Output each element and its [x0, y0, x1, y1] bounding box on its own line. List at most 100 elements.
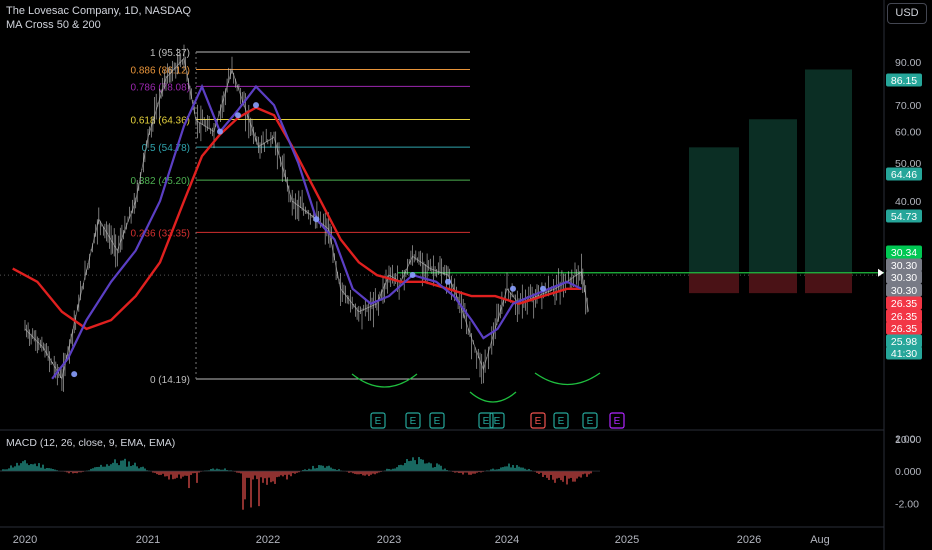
- price-label-bg: [886, 245, 922, 259]
- x-tick-label: 2024: [495, 534, 519, 546]
- target-box-1: [689, 147, 739, 273]
- x-tick-label: 2022: [256, 534, 280, 546]
- price-label-bg: [886, 346, 922, 360]
- macd-y-tick-label: -2.00: [895, 499, 919, 511]
- x-tick-label: Aug: [810, 534, 830, 546]
- earnings-marker[interactable]: E: [429, 412, 445, 429]
- y-tick-label: 10.00: [895, 434, 921, 446]
- earnings-marker-box: [609, 412, 625, 429]
- earnings-marker-box: [530, 412, 546, 429]
- fib-level-label-1: 1 (95.37): [150, 48, 190, 59]
- ma-cross-marker: [71, 371, 78, 378]
- stop-box-1: [689, 272, 739, 294]
- price-label: 25.98: [891, 336, 917, 348]
- resistance-arrow: [878, 268, 884, 277]
- price-label-bg: [886, 258, 922, 272]
- y-tick-label: 50.00: [895, 158, 921, 170]
- rounding-bottoms: [351, 372, 601, 403]
- fib-level-label-0.236: 0.236 (33.35): [131, 228, 191, 239]
- x-tick-label: 2021: [136, 534, 160, 546]
- earnings-marker-letter: E: [434, 416, 441, 427]
- fib-retracement: 1 (95.37) 0.886 (86.12) 0.786 (78.08) 0.618…: [131, 48, 470, 386]
- y-tick-label: 60.00: [895, 127, 921, 139]
- x-tick-label: 2023: [377, 534, 401, 546]
- fib-level-label-0: 0 (14.19): [150, 375, 190, 386]
- earnings-marker[interactable]: E: [489, 412, 505, 429]
- price-label: 26.35: [891, 323, 917, 335]
- earnings-marker-letter: E: [614, 416, 621, 427]
- price-label-bg: [886, 283, 922, 297]
- macd-y-tick-label: 0.000: [895, 466, 921, 478]
- x-tick-label: 2025: [615, 534, 639, 546]
- earnings-marker-letter: E: [558, 416, 565, 427]
- earnings-marker-box: [582, 412, 598, 429]
- ma-cross-marker: [445, 278, 451, 285]
- earnings-marker[interactable]: E: [582, 412, 598, 429]
- price-label: 54.73: [891, 211, 917, 223]
- earnings-marker[interactable]: E: [405, 412, 421, 429]
- earnings-marker[interactable]: E: [609, 412, 625, 429]
- symbol-title[interactable]: The Lovesac Company, 1D, NASDAQ: [6, 5, 192, 17]
- price-line: [24, 57, 589, 380]
- price-label: 26.35: [891, 311, 917, 323]
- price-label-bg: [886, 296, 922, 310]
- earnings-marker-box: [553, 412, 569, 429]
- macd-y-tick-label: 2.00: [895, 434, 916, 446]
- x-tick-label: 2020: [13, 534, 37, 546]
- resistance-line: [398, 268, 884, 277]
- x-tick-label: 2026: [737, 534, 761, 546]
- earnings-marker-box: [489, 412, 505, 429]
- rounding-bottom-arc: [351, 373, 418, 388]
- price-label: 30.30: [891, 260, 917, 272]
- ma50-line: [51, 83, 582, 380]
- indicator-name[interactable]: MA Cross 50 & 200: [6, 19, 101, 31]
- price-labels: 86.1564.4654.7330.3430.3030.3030.3026.35…: [886, 73, 922, 360]
- earnings-marker[interactable]: E: [530, 412, 546, 429]
- rounding-bottom-arc: [534, 372, 601, 386]
- earnings-marker-letter: E: [375, 416, 382, 427]
- price-label: 30.34: [891, 247, 917, 259]
- ma-cross-marker: [510, 285, 516, 292]
- earnings-marker-letter: E: [535, 416, 542, 427]
- earnings-marker-letter: E: [410, 416, 417, 427]
- earnings-marker-box: [429, 412, 445, 429]
- macd-pane: MACD (12, 26, close, 9, EMA, EMA): [0, 437, 600, 510]
- earnings-marker[interactable]: E: [478, 412, 494, 429]
- fib-level-label-0.886: 0.886 (86.12): [131, 66, 191, 77]
- earnings-marker-letter: E: [483, 416, 490, 427]
- earnings-marker-box: [478, 412, 494, 429]
- stop-box-2: [749, 272, 797, 294]
- fib-level-label-0.618: 0.618 (64.36): [131, 116, 191, 127]
- target-boxes: [689, 69, 852, 294]
- ma-cross-marker: [313, 216, 320, 223]
- price-series: [24, 44, 589, 392]
- price-label-bg: [886, 309, 922, 323]
- price-label-bg: [886, 209, 922, 223]
- price-label-bg: [886, 73, 922, 87]
- price-label: 64.46: [891, 169, 917, 181]
- earnings-marker-box: [370, 412, 386, 429]
- price-label-bg: [886, 321, 922, 335]
- price-label: 41:30: [891, 348, 917, 360]
- earnings-marker-letter: E: [494, 416, 501, 427]
- price-label: 86.15: [891, 75, 917, 87]
- price-label-bg: [886, 270, 922, 284]
- fib-level-label-0.382: 0.382 (45.20): [131, 176, 191, 187]
- macd-title: MACD (12, 26, close, 9, EMA, EMA): [6, 437, 175, 449]
- price-label: 30.30: [891, 285, 917, 297]
- earnings-marker-box: [405, 412, 421, 429]
- ma-cross-marker: [217, 128, 223, 135]
- y-tick-label: 90.00: [895, 57, 921, 69]
- price-label: 26.35: [891, 298, 917, 310]
- earnings-marker[interactable]: E: [370, 412, 386, 429]
- ma-cross-marker: [540, 285, 546, 292]
- fib-level-label-0.786: 0.786 (78.08): [131, 82, 191, 93]
- earnings-marker[interactable]: E: [553, 412, 569, 429]
- stop-box-3: [805, 272, 852, 294]
- ma-cross-marker: [235, 112, 241, 119]
- ma-cross-marker: [409, 272, 416, 279]
- currency-button[interactable]: USD: [887, 3, 927, 24]
- rounding-bottom-arc: [469, 391, 517, 403]
